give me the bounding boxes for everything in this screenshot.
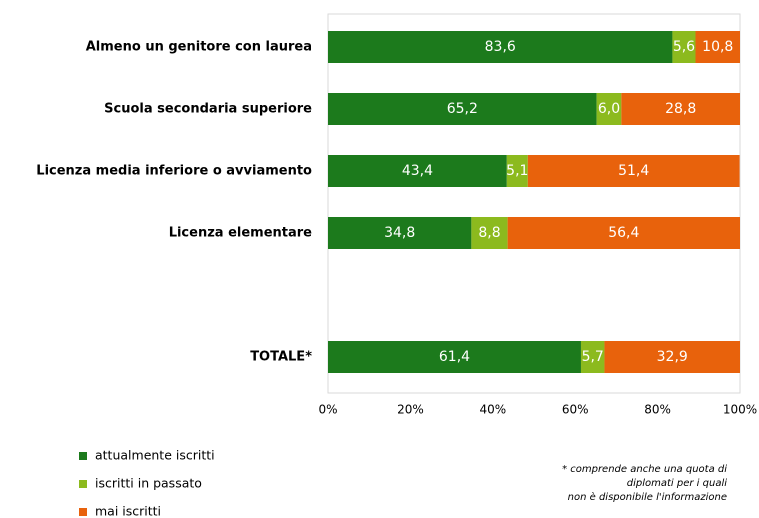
legend-swatch <box>79 508 87 516</box>
value-label: 10,8 <box>702 39 733 55</box>
value-label: 32,9 <box>657 349 688 365</box>
category-label: Scuola secondaria superiore <box>104 102 312 117</box>
value-label: 6,0 <box>598 101 620 117</box>
value-label: 65,2 <box>447 101 478 117</box>
bar-segment <box>471 217 508 249</box>
bar-segment <box>695 31 740 63</box>
category-label: Licenza media inferiore o avviamento <box>36 164 312 179</box>
note: non è disponibile l'informazione <box>568 491 727 503</box>
x-tick-label: 100% <box>723 403 757 417</box>
legend-label: mai iscritti <box>95 504 161 518</box>
category-label: Almeno un genitore con laurea <box>86 40 312 55</box>
value-label: 28,8 <box>665 101 696 117</box>
value-label: 61,4 <box>439 349 470 365</box>
value-label: 51,4 <box>618 163 649 179</box>
value-label: 8,8 <box>478 225 500 241</box>
bar-segment <box>672 31 696 63</box>
legend-swatch <box>79 480 87 488</box>
bar-segment <box>328 31 673 63</box>
note: * comprende anche una quota di <box>562 464 727 475</box>
bar-segment <box>328 155 507 187</box>
bar-segment <box>604 341 740 373</box>
bar-segment <box>328 341 581 373</box>
legend-label: iscritti in passato <box>95 476 202 491</box>
note: diplomati per i quali <box>627 478 727 489</box>
legend-label: attualmente iscritti <box>95 448 215 463</box>
category-label: Licenza elementare <box>169 226 312 241</box>
legend-swatch <box>79 452 87 460</box>
value-label: 34,8 <box>384 225 415 241</box>
bar-segment <box>596 93 622 125</box>
value-label: 43,4 <box>402 163 433 179</box>
category-label: TOTALE* <box>250 350 312 365</box>
value-label: 5,6 <box>673 39 695 55</box>
x-tick-label: 40% <box>479 403 506 417</box>
x-tick-label: 0% <box>318 403 337 417</box>
bar-segment <box>527 155 740 187</box>
bar-segment <box>580 341 605 373</box>
x-tick-label: 20% <box>397 403 424 417</box>
x-tick-label: 80% <box>644 403 671 417</box>
bar-segment <box>328 217 472 249</box>
value-label: 5,1 <box>506 163 528 179</box>
plot-frame <box>327 13 741 394</box>
bar-segment <box>506 155 528 187</box>
bar-segment <box>621 93 740 125</box>
value-label: 83,6 <box>485 39 516 55</box>
value-label: 5,7 <box>582 349 604 365</box>
bar-segment <box>328 93 597 125</box>
bar-segment <box>507 217 740 249</box>
x-tick-label: 60% <box>562 403 589 417</box>
value-label: 56,4 <box>608 225 639 241</box>
